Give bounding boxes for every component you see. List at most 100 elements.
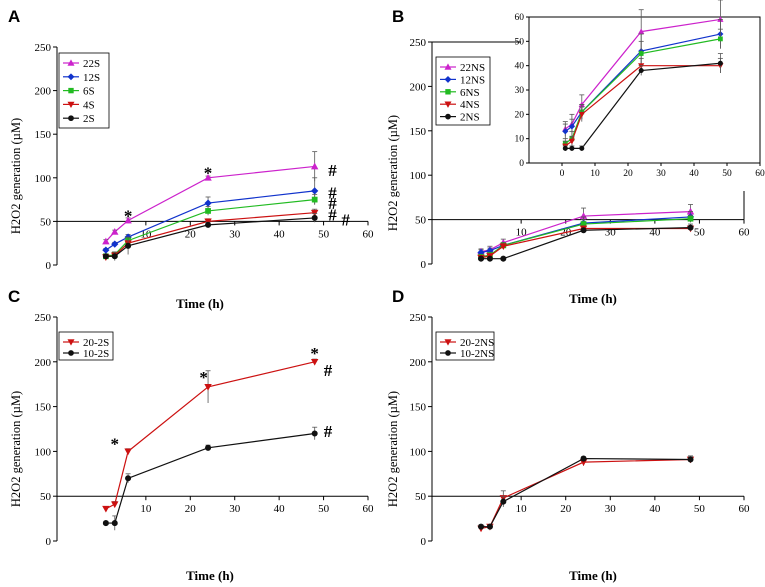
legend-marker-4S: [67, 101, 75, 109]
annotation-6: #: [342, 211, 351, 230]
data-point-2NS-0: [478, 255, 485, 262]
legend-marker-12S: [67, 73, 75, 81]
series-line-10-2NS: [481, 457, 691, 528]
x-tick-label-20: 20: [185, 228, 197, 240]
data-point-6S-3: [205, 208, 211, 214]
x-tick-label-20: 20: [185, 503, 197, 515]
y-tick-label-200: 200: [35, 86, 52, 98]
x-axis-label: Time (h): [176, 296, 224, 311]
annotation-1: *: [199, 368, 208, 387]
x-axis-label: Time (h): [569, 568, 617, 583]
data-point-12S-1: [111, 240, 119, 248]
legend-label-22NS: 22NS: [460, 62, 485, 74]
y-tick-label-100: 100: [35, 446, 52, 458]
y-tick-label-200: 200: [410, 357, 427, 369]
panel-C: C 0 50 100 150 200 250 10 20 30 40 50 60 Time (h) H2O2…: [8, 287, 374, 583]
legend-label-10-2NS: 10-2NS: [460, 348, 494, 360]
inset-y-tick-label-40: 40: [515, 62, 525, 72]
data-point-2NS-4: [687, 224, 694, 231]
y-tick-label-150: 150: [35, 129, 52, 141]
legend-marker-22NS: [444, 63, 452, 70]
y-tick-label-0: 0: [46, 536, 52, 548]
x-tick-label-40: 40: [274, 503, 286, 515]
y-tick-label-0: 0: [421, 259, 427, 271]
legend-marker-6S: [68, 87, 74, 94]
inset-data-point-12NS-0: [562, 128, 569, 135]
legend-marker-4NS: [444, 101, 452, 108]
data-point-2NS-3: [580, 227, 587, 234]
x-tick-label-50: 50: [694, 227, 706, 239]
legend-label-20-2S: 20-2S: [83, 337, 109, 349]
data-point-20-2S-1: [111, 501, 119, 509]
inset-x-tick-label-0: 0: [560, 169, 565, 179]
y-axis-label: H2O2 generation (µM): [386, 391, 400, 507]
inset-x-tick-label-30: 30: [656, 169, 666, 179]
inset-y-tick-label-60: 60: [515, 13, 525, 23]
legend-label-12NS: 12NS: [460, 74, 485, 86]
inset-data-point-2NS-3: [638, 68, 644, 74]
data-point-6NS-4: [687, 215, 694, 222]
legend-marker-12NS: [444, 75, 452, 83]
inset-data-point-2NS-4: [717, 60, 723, 66]
inset-x-tick-label-50: 50: [722, 169, 732, 179]
x-tick-label-60: 60: [739, 227, 751, 239]
inset-x-tick-label-20: 20: [623, 169, 633, 179]
x-tick-label-10: 10: [516, 503, 528, 515]
legend-label-20-2NS: 20-2NS: [460, 337, 494, 349]
annotation-3: #: [328, 184, 337, 203]
y-axis-label: H2O2 generation (µM): [9, 118, 23, 234]
inset-data-point-2NS-1: [569, 145, 575, 151]
annotation-0: *: [111, 434, 120, 453]
inset-y-tick-label-20: 20: [515, 110, 525, 120]
legend-marker-20-2NS: [444, 339, 452, 346]
inset-y-tick-label-10: 10: [515, 135, 525, 145]
x-tick-label-40: 40: [274, 228, 286, 240]
x-tick-label-10: 10: [516, 227, 528, 239]
legend-label-12S: 12S: [83, 72, 100, 84]
series-line-20-2NS: [480, 458, 691, 530]
y-tick-label-250: 250: [35, 42, 52, 54]
legend-label-2S: 2S: [83, 113, 95, 125]
legend-label-6S: 6S: [83, 86, 95, 98]
inset-data-point-4NS-2: [578, 111, 585, 118]
legend-marker-20-2S: [67, 339, 75, 346]
data-point-2S-1: [111, 253, 118, 260]
legend-marker-22S: [67, 59, 75, 66]
y-tick-label-150: 150: [410, 126, 427, 138]
data-point-12S-4: [311, 187, 319, 195]
legend-marker-6NS: [445, 89, 451, 95]
data-point-10-2S-2: [125, 475, 132, 482]
legend-marker-2S: [68, 115, 74, 122]
data-point-12S-3: [204, 199, 212, 207]
inset-data-point-6NS-3: [638, 51, 644, 56]
data-point-2S-2: [125, 242, 132, 249]
legend-box: [435, 56, 491, 126]
data-point-22S-4: [310, 162, 319, 170]
y-axis-label: H2O2 generation (µM): [9, 391, 23, 507]
data-point-10-2NS-1: [486, 523, 493, 530]
inset-x-tick-label-60: 60: [755, 169, 765, 179]
panel-letter-C: C: [8, 287, 20, 306]
data-point-10-2S-3: [205, 444, 212, 451]
inset-y-tick-label-50: 50: [515, 37, 525, 47]
inset-data-point-4NS-1: [568, 138, 576, 145]
annotation-2: #: [328, 161, 337, 180]
data-point-10-2S-0: [102, 520, 109, 527]
inset-x-tick-label-10: 10: [590, 169, 600, 179]
data-point-20-2S-4: [310, 358, 319, 366]
y-tick-label-200: 200: [35, 357, 52, 369]
data-point-22S-2: [124, 216, 132, 224]
data-point-10-2NS-2: [500, 498, 507, 505]
inset-y-tick-label-30: 30: [515, 86, 525, 96]
y-axis-label: H2O2 generation (µM): [386, 115, 400, 231]
inset-chart: 0 10 20 30 40 50 60 0 10 20 30 40 50 60: [515, 0, 765, 179]
legend-marker-10-2NS: [445, 350, 451, 356]
data-point-20-2S-2: [124, 448, 132, 456]
y-tick-label-0: 0: [46, 260, 52, 272]
annotation-2: *: [310, 344, 319, 363]
x-tick-label-50: 50: [694, 503, 706, 515]
y-tick-label-100: 100: [410, 170, 427, 182]
inset-x-tick-label-40: 40: [689, 169, 699, 179]
annotation-0: *: [124, 206, 133, 225]
